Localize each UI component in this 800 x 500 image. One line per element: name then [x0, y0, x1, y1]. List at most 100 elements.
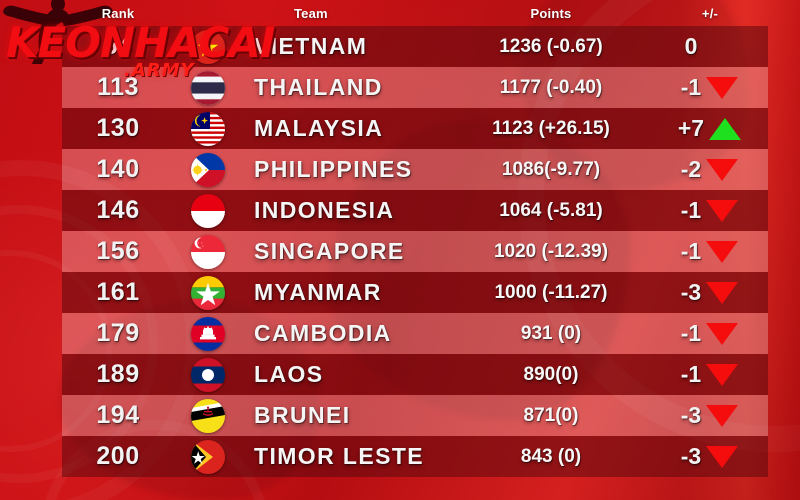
- delta-value: -3: [680, 402, 702, 428]
- rank-value: 146: [96, 196, 140, 224]
- rank-value: 161: [96, 278, 140, 306]
- rank-value: 189: [96, 360, 140, 388]
- flag-myanmar-icon: [191, 275, 225, 310]
- delta-value: -1: [680, 238, 702, 264]
- table-row[interactable]: 130 MALAYSIA 1123 (+26.15) +7: [62, 108, 768, 149]
- points-cell: 931 (0): [446, 323, 656, 345]
- delta-cell: -1: [656, 238, 768, 265]
- points-cell: 1064 (-5.81): [446, 200, 656, 222]
- delta-cell: -1: [656, 74, 768, 101]
- table-row[interactable]: 113 THAILAND 1177 (-0.40) -1: [62, 67, 768, 108]
- table-row[interactable]: 161 MYANMAR 1000 (-11.27) -3: [62, 272, 768, 313]
- flag-cell: [174, 398, 242, 433]
- team-cell: TIMOR LESTE: [242, 443, 446, 470]
- delta-cell: 0: [656, 33, 768, 60]
- flag-cell: [174, 439, 242, 474]
- flag-philippines-icon: [191, 152, 225, 187]
- rank-value: 156: [96, 237, 140, 265]
- down-arrow-icon: [705, 239, 739, 265]
- rank-value: 200: [96, 442, 140, 470]
- delta-value: -1: [680, 74, 702, 100]
- points-value: 1123 (+26.15): [492, 117, 610, 139]
- points-cell: 890(0): [446, 364, 656, 386]
- ranking-table: Rank Team Points +/- 54 VIETNAM 1236 (-0.6…: [62, 0, 768, 477]
- team-cell: MALAYSIA: [242, 115, 446, 142]
- flag-cell: [174, 111, 242, 146]
- delta-cell: -3: [656, 443, 768, 470]
- flag-cell: [174, 193, 242, 228]
- points-value: 871(0): [523, 404, 579, 426]
- down-arrow-icon: [705, 362, 739, 388]
- team-name: INDONESIA: [254, 197, 395, 223]
- table-row[interactable]: 54 VIETNAM 1236 (-0.67) 0: [62, 26, 768, 67]
- down-arrow-icon: [705, 403, 739, 429]
- delta-value: -2: [680, 156, 702, 182]
- team-name: VIETNAM: [254, 33, 368, 59]
- flag-indonesia-icon: [191, 193, 225, 228]
- flag-cell: [174, 29, 242, 64]
- down-arrow-icon: [705, 280, 739, 306]
- team-cell: VIETNAM: [242, 33, 446, 60]
- team-name: PHILIPPINES: [254, 156, 413, 182]
- down-arrow-icon: [705, 157, 739, 183]
- delta-cell: -3: [656, 279, 768, 306]
- rank-value: 140: [96, 155, 140, 183]
- points-cell: 1000 (-11.27): [446, 282, 656, 304]
- down-arrow-icon: [705, 75, 739, 101]
- table-row[interactable]: 189 LAOS 890(0) -1: [62, 354, 768, 395]
- rank-cell: 194: [62, 401, 174, 430]
- table-row[interactable]: 194 BRUNEI 871(0) -3: [62, 395, 768, 436]
- rank-cell: 200: [62, 442, 174, 471]
- points-cell: 1236 (-0.67): [446, 36, 656, 58]
- delta-cell: -1: [656, 361, 768, 388]
- table-row[interactable]: 156 SINGAPORE 1020 (-12.39) -1: [62, 231, 768, 272]
- points-value: 1236 (-0.67): [499, 35, 603, 57]
- points-cell: 1123 (+26.15): [446, 118, 656, 140]
- rank-cell: 146: [62, 196, 174, 225]
- flag-laos-icon: [191, 357, 225, 392]
- team-cell: SINGAPORE: [242, 238, 446, 265]
- table-header-row: Rank Team Points +/-: [62, 0, 768, 26]
- table-body: 54 VIETNAM 1236 (-0.67) 0 113 THAILAND 1177 (-…: [62, 26, 768, 477]
- delta-cell: -2: [656, 156, 768, 183]
- delta-cell: -1: [656, 197, 768, 224]
- rank-value: 179: [96, 319, 140, 347]
- points-cell: 843 (0): [446, 446, 656, 468]
- team-cell: CAMBODIA: [242, 320, 446, 347]
- table-row[interactable]: 179 CAMBODIA 931 (0) -1: [62, 313, 768, 354]
- column-header-points: Points: [530, 5, 572, 21]
- table-row[interactable]: 200 TIMOR LESTE 843 (0) -3: [62, 436, 768, 477]
- delta-cell: +7: [656, 115, 768, 142]
- delta-value: -3: [680, 279, 702, 305]
- team-name: BRUNEI: [254, 402, 351, 428]
- rank-cell: 156: [62, 237, 174, 266]
- rank-cell: 189: [62, 360, 174, 389]
- team-cell: THAILAND: [242, 74, 446, 101]
- up-arrow-icon: [708, 116, 742, 142]
- flag-cell: [174, 234, 242, 269]
- flag-cell: [174, 275, 242, 310]
- delta-cell: -3: [656, 402, 768, 429]
- table-row[interactable]: 140 PHILIPPINES 1086(-9.77) -2: [62, 149, 768, 190]
- rank-value: 194: [96, 401, 140, 429]
- delta-cell: -1: [656, 320, 768, 347]
- flag-cell: [174, 70, 242, 105]
- rank-cell: 140: [62, 155, 174, 184]
- delta-value: -1: [680, 197, 702, 223]
- rank-cell: 161: [62, 278, 174, 307]
- points-value: 1020 (-12.39): [493, 240, 609, 262]
- points-value: 1000 (-11.27): [494, 281, 608, 303]
- flag-cell: [174, 357, 242, 392]
- delta-value: -1: [680, 361, 702, 387]
- table-row[interactable]: 146 INDONESIA 1064 (-5.81) -1: [62, 190, 768, 231]
- points-cell: 871(0): [446, 405, 656, 427]
- flag-timor-leste-icon: [191, 439, 225, 474]
- team-cell: PHILIPPINES: [242, 156, 446, 183]
- flag-cell: [174, 316, 242, 351]
- team-name: LAOS: [254, 361, 324, 387]
- team-cell: MYANMAR: [242, 279, 446, 306]
- team-name: MALAYSIA: [254, 115, 384, 141]
- column-header-delta: +/-: [701, 5, 719, 21]
- flag-singapore-icon: [191, 234, 225, 269]
- column-header-team: Team: [294, 5, 328, 21]
